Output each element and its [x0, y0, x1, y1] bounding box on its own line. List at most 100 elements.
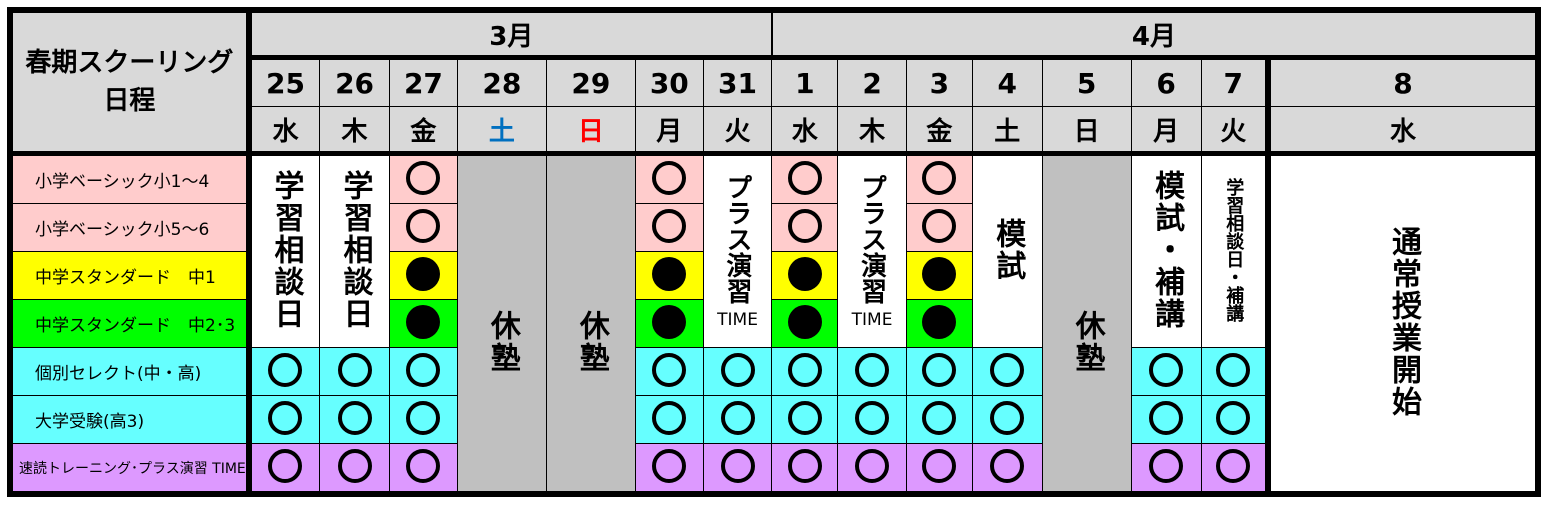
table-row: 小学ベーシック小1～4 学習相談日 学習相談日 休塾 休塾 プラス演習 TIME プラス演習 T…: [9, 153, 1539, 495]
schedule-cell: [771, 153, 839, 204]
closed-cell: 休塾: [545, 153, 636, 495]
schedule-cell: [634, 443, 704, 495]
date-cell: 6: [1130, 57, 1202, 107]
filled-circle-icon: [406, 304, 441, 339]
note-text: 休塾: [1069, 309, 1105, 374]
schedule-cell: [388, 251, 458, 300]
schedule-cell: [702, 347, 773, 396]
open-circle-icon: [922, 448, 957, 483]
table-row: 速読トレーニング･プラス演習 TIME: [9, 443, 1538, 495]
vertical-note: 学習相談日: [321, 170, 389, 334]
weekday-cell: 日: [1041, 106, 1132, 156]
open-circle-icon: [922, 208, 957, 243]
open-circle-icon: [990, 400, 1025, 435]
filled-circle-icon: [652, 256, 687, 291]
note-cell: 学習相談日: [319, 153, 390, 348]
schedule-cell: [771, 347, 839, 396]
open-circle-icon: [337, 400, 372, 435]
note-text: 休塾: [573, 309, 609, 374]
schedule-cell: [1130, 443, 1202, 495]
note-text: プラス演習: [856, 173, 887, 304]
title-line: 日程: [103, 86, 156, 116]
schedule-cell: [905, 203, 973, 252]
note-text: プラス演習: [722, 173, 753, 304]
schedule-cell: [388, 395, 458, 444]
schedule-cell: [905, 299, 973, 348]
table-row: 中学スタンダード 中2･3: [9, 299, 1538, 348]
date-cell: 30: [634, 57, 704, 107]
open-circle-icon: [406, 352, 441, 387]
weekday-cell: 木: [319, 106, 390, 156]
note-text: 模試・補講: [1149, 169, 1185, 330]
vertical-note: 学習相談日: [252, 170, 319, 334]
date-cell: 28: [456, 57, 547, 107]
table-row: 中学スタンダード 中1: [9, 251, 1538, 300]
open-circle-icon: [1149, 352, 1184, 387]
date-cell: 7: [1200, 57, 1269, 107]
schedule-cell: [905, 395, 973, 444]
schedule-cell: [319, 347, 390, 396]
weekday-row: 水木金土日月火水木金土日月火水: [10, 106, 1539, 156]
note-cell: プラス演習 TIME: [702, 153, 773, 348]
schedule-cell: [388, 347, 458, 396]
open-circle-icon: [990, 352, 1025, 387]
open-circle-icon: [922, 400, 957, 435]
weekday-cell: 土: [971, 106, 1043, 156]
weekday-cell: 水: [771, 106, 839, 156]
row-label: 小学ベーシック小5～6: [9, 203, 252, 252]
schedule-cell: [634, 347, 704, 396]
schedule-cell: [702, 395, 773, 444]
schedule-cell: [837, 395, 907, 444]
note-subtext: TIME: [851, 309, 893, 330]
weekday-cell: 土: [456, 106, 547, 156]
schedule-cell: [319, 395, 390, 444]
note-cell: 学習相談日・補講: [1200, 153, 1269, 348]
open-circle-icon: [787, 160, 822, 195]
open-circle-icon: [1149, 400, 1184, 435]
open-circle-icon: [652, 160, 687, 195]
open-circle-icon: [406, 208, 441, 243]
schedule-cell: [634, 251, 704, 300]
vertical-note: 模試: [973, 217, 1041, 286]
row-label: 中学スタンダード 中1: [9, 251, 252, 300]
filled-circle-icon: [922, 256, 957, 291]
date-cell: 2: [837, 57, 907, 107]
note-cell: 模試・補講: [1130, 153, 1202, 348]
schedule-cell: [771, 299, 839, 348]
schedule-cell: [634, 153, 704, 204]
open-circle-icon: [787, 208, 822, 243]
schedule-cell: [634, 299, 704, 348]
closed-cell: 通常授業開始: [1264, 153, 1539, 495]
schedule-cell: [771, 395, 839, 444]
open-circle-icon: [720, 448, 755, 483]
open-circle-icon: [855, 352, 890, 387]
open-circle-icon: [990, 448, 1025, 483]
open-circle-icon: [337, 448, 372, 483]
open-circle-icon: [922, 352, 957, 387]
schedule-cell: [905, 347, 973, 396]
note-text: 学習相談日・補講: [1223, 177, 1245, 322]
note-text: 模試: [990, 217, 1026, 282]
title-line: 春期スクーリング: [25, 48, 234, 78]
filled-circle-icon: [787, 304, 822, 339]
vertical-note: プラス演習 TIME: [704, 173, 771, 330]
schedule-cell: [1200, 395, 1269, 444]
date-cell: 1: [771, 57, 839, 107]
open-circle-icon: [922, 160, 957, 195]
date-cell: 5: [1041, 57, 1132, 107]
date-cell: 29: [545, 57, 636, 107]
weekday-cell: 月: [1130, 106, 1202, 156]
open-circle-icon: [1216, 400, 1251, 435]
date-cell: 25: [248, 57, 321, 107]
schedule-cell: [771, 203, 839, 252]
vertical-note: 模試・補講: [1132, 169, 1200, 334]
filled-circle-icon: [787, 256, 822, 291]
open-circle-icon: [787, 352, 822, 387]
filled-circle-icon: [652, 304, 687, 339]
open-circle-icon: [652, 448, 687, 483]
schedule-cell: [634, 203, 704, 252]
table-row: 大学受験(高3): [9, 395, 1538, 444]
row-label: 小学ベーシック小1～4: [9, 153, 252, 204]
open-circle-icon: [1216, 352, 1251, 387]
schedule-cell: [971, 443, 1043, 495]
